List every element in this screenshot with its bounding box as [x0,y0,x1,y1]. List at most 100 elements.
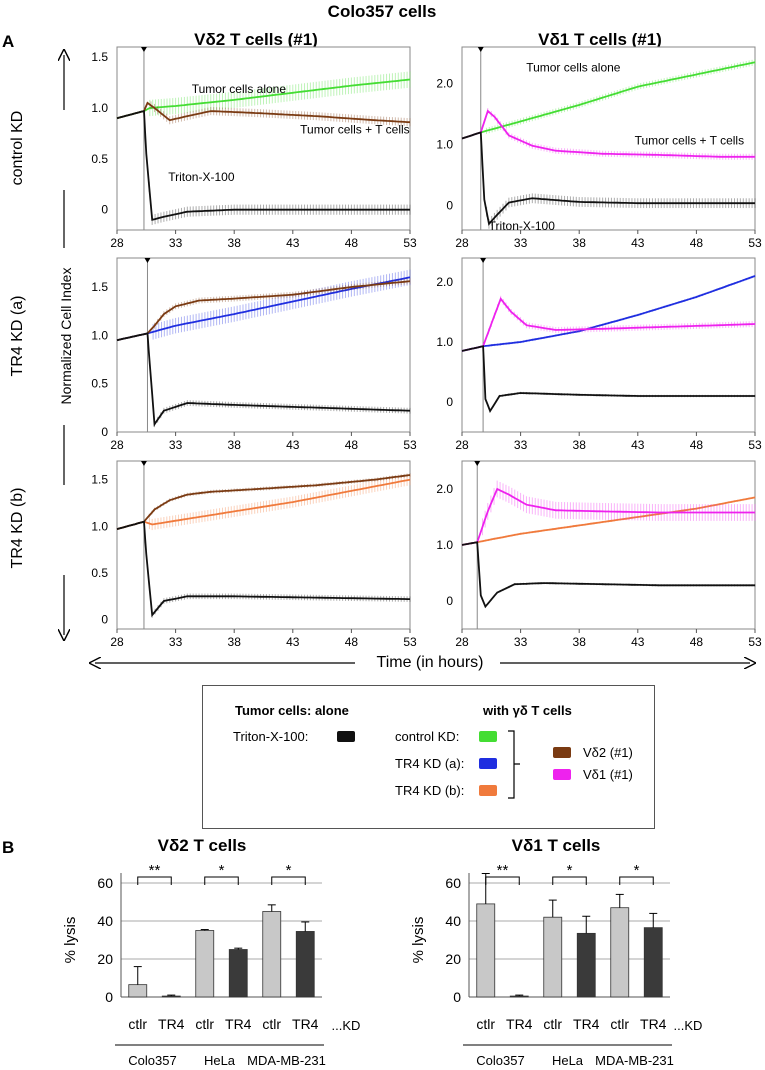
bar-tick-label: TR4 [506,1016,533,1032]
bar-tick-label: ctlr [262,1016,281,1032]
annotation: Tumor cells alone [192,82,287,96]
x-tick-label: 53 [403,438,417,452]
legend-swatch-blue [479,758,497,769]
x-tick-label: 48 [345,635,359,649]
y-tick-label: 0 [446,395,453,409]
x-tick-label: 48 [345,236,359,250]
series-line [461,541,755,609]
bar-chart-title: Vδ2 T cells [158,836,247,855]
x-tick-label: 28 [455,438,469,452]
bar-tick-label: TR4 [225,1016,252,1032]
bar-tick-label: TR4 [158,1016,185,1032]
group-label: MDA-MB-231 [595,1053,674,1068]
x-tick-label: 43 [286,438,300,452]
legend-vd1-label: Vδ1 (#1) [583,767,633,782]
plot-frame [461,257,756,433]
x-axis-arrow [0,650,765,680]
significance-label: ** [497,862,509,879]
series-line [116,78,411,120]
y-tick-label: 0.5 [91,377,108,391]
series-line [461,345,755,413]
legend-bracket [508,730,520,799]
bar [476,903,496,998]
annotation: Tumor cells + T cells [635,134,744,148]
bar-y-tick-label: 0 [105,989,113,1005]
significance-label: * [634,862,640,879]
series-black [116,332,411,428]
series-line [116,520,410,618]
bar [509,995,529,998]
bar-y-tick-label: 40 [97,913,113,929]
series-line [116,332,411,427]
x-tick-label: 48 [690,236,704,250]
x-tick-label: 33 [169,438,183,452]
x-tick-label: 33 [514,635,528,649]
series-line [116,280,411,342]
significance-bracket [619,876,654,885]
x-tick-label: 48 [690,438,704,452]
series-line [116,276,411,342]
bar-y-tick-label: 0 [453,989,461,1005]
x-tick-label: 38 [573,438,587,452]
figure-title: Colo357 cells [327,2,437,21]
group-label: HeLa [552,1053,584,1068]
bar-tick-label: ctlr [476,1016,495,1032]
significance-bracket [552,876,587,885]
legend-swatch-black [337,731,355,742]
annotation: Triton-X-100 [489,219,556,233]
series-blue [461,274,756,352]
bar-y-tick-label: 20 [97,951,113,967]
series-line [461,131,755,226]
significance-bracket [137,876,172,885]
bar-tick-label: ctlr [128,1016,147,1032]
bar-chart-title: Vδ1 T cells [512,836,601,855]
y-tick-label: 1.0 [436,138,453,152]
x-tick-label: 33 [514,438,528,452]
group-label: Colo357 [476,1053,524,1068]
y-tick-label: 0 [101,613,108,627]
series-line [116,109,410,221]
x-tick-label: 43 [631,438,645,452]
series-magenta [461,480,756,546]
x-tick-label: 43 [286,236,300,250]
y-tick-label: 0 [446,199,453,213]
x-tick-label: 28 [110,236,124,250]
series-line [116,474,411,530]
treatment-marker-arrow [480,258,487,263]
x-tick-label: 48 [690,635,704,649]
legend-vd2-label: Vδ2 (#1) [583,745,633,760]
plot-frame [461,46,756,231]
x-tick-label: 33 [169,236,183,250]
bar-suffix: ...KD [332,1018,361,1033]
series-line [461,496,756,546]
series-black [116,520,411,618]
x-tick-label: 28 [110,635,124,649]
y-tick-label: 1.5 [91,473,108,487]
x-tick-label: 43 [286,635,300,649]
series-line [116,478,411,530]
x-tick-label: 38 [228,635,242,649]
x-tick-label: 53 [748,438,762,452]
x-tick-label: 28 [455,236,469,250]
x-tick-label: 33 [514,236,528,250]
x-tick-label: 43 [631,635,645,649]
legend-triton-label: Triton-X-100: [233,729,309,744]
y-tick-label: 0 [101,203,108,217]
annotation: Tumor cells alone [526,60,621,74]
bar-tick-label: TR4 [640,1016,667,1032]
x-tick-label: 38 [573,236,587,250]
series-line [461,275,756,352]
treatment-marker-arrow [474,461,481,466]
significance-label: ** [149,862,161,879]
significance-bracket [485,876,520,885]
series-orange [461,496,756,546]
bar-tick-label: ctlr [543,1016,562,1032]
y-tick-label: 0 [101,425,108,439]
bar-suffix: ...KD [674,1018,703,1033]
series-magenta [461,295,756,352]
x-axis-label: Time (in hours) [376,654,484,671]
group-label: Colo357 [128,1053,176,1068]
